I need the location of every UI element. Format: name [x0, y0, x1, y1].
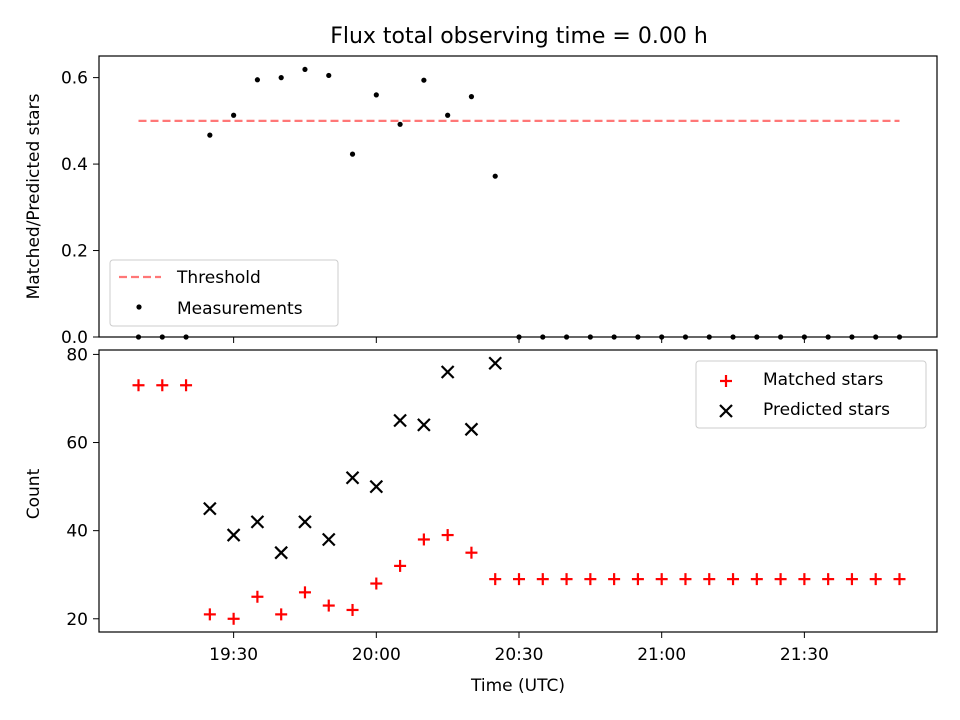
matched-stars-point: [750, 573, 763, 586]
matched-stars-point: [370, 577, 383, 590]
measurement-point: [373, 92, 379, 98]
measurement-point: [445, 112, 451, 118]
predicted-stars-point: [393, 413, 407, 428]
measurement-point: [278, 75, 284, 81]
measurement-point: [397, 121, 403, 127]
predicted-legend-marker: [719, 404, 733, 418]
count-y-axis: 20 40 60 80: [66, 345, 99, 630]
measurement-point: [349, 151, 356, 157]
matched-stars-point: [132, 379, 145, 392]
y-tick-label: 0.2: [61, 242, 88, 262]
measurement-point: [492, 173, 498, 179]
matched-stars-point: [893, 573, 906, 586]
predicted-legend-label: Predicted stars: [763, 400, 890, 420]
matched-stars-point: [774, 573, 787, 586]
predicted-stars-point: [298, 515, 312, 529]
matched-stars-point: [584, 573, 597, 586]
matched-stars-point: [798, 573, 811, 586]
matched-stars-point: [822, 573, 835, 586]
measurements-legend-marker: [136, 304, 142, 310]
measurements-legend-label: Measurements: [177, 299, 303, 319]
count-legend-box: [695, 360, 927, 429]
x-axis-label: Time (UTC): [470, 676, 565, 696]
count-legend: Matched stars Predicted stars: [695, 360, 927, 429]
x-tick-label: 20:00: [352, 645, 401, 665]
matched-stars-point: [703, 573, 716, 586]
x-tick-label: 19:30: [209, 645, 258, 665]
ratio-y-axis-label: Matched/Predicted stars: [24, 93, 44, 299]
matched-stars-point: [298, 586, 311, 599]
matched-stars-point: [441, 529, 454, 542]
measurement-point: [468, 94, 475, 100]
matched-stars-point: [394, 559, 407, 572]
predicted-stars-point: [274, 545, 288, 560]
matched-legend-marker: [720, 375, 732, 387]
count-y-axis-label: Count: [24, 468, 44, 519]
matched-stars-point: [489, 573, 502, 586]
chart-title: Flux total observing time = 0.00 h: [330, 24, 708, 49]
predicted-stars-point: [369, 479, 384, 494]
matched-stars-point: [346, 603, 359, 616]
count-x-axis: 19:30 20:00 20:30 21:00 21:30: [209, 632, 829, 665]
predicted-stars-point: [203, 501, 217, 516]
matched-stars-point: [869, 573, 882, 586]
matched-stars-point: [156, 379, 169, 392]
count-plot-area: [132, 356, 906, 625]
matched-stars-point: [322, 599, 335, 612]
matched-stars-point: [679, 573, 692, 586]
y-tick-label: 20: [66, 610, 88, 630]
ratio-panel: 0.0 0.2 0.4 0.6 Matched/Predicted stars Thr…: [24, 55, 938, 348]
y-tick-label: 80: [66, 345, 88, 365]
y-tick-label: 0.0: [61, 328, 88, 348]
x-tick-label: 21:30: [780, 645, 829, 665]
predicted-stars-point: [321, 532, 336, 547]
count-panel: 20 40 60 80 19:30 20:00 20:30 21:00 21:30 Count…: [24, 345, 938, 665]
matched-stars-point: [417, 533, 430, 546]
y-tick-label: 0.6: [61, 69, 88, 89]
measurement-point: [302, 66, 308, 73]
y-tick-label: 40: [66, 522, 88, 542]
matched-stars-point: [275, 608, 288, 621]
ratio-legend-box: [109, 259, 339, 327]
predicted-stars-point: [417, 418, 431, 432]
x-tick-label: 20:30: [495, 645, 544, 665]
threshold-legend-label: Threshold: [176, 268, 261, 288]
matched-stars-point: [727, 573, 740, 586]
predicted-stars-point: [440, 365, 455, 379]
measurement-point: [207, 132, 213, 138]
predicted-stars-point: [250, 515, 265, 529]
ratio-y-axis: 0.0 0.2 0.4 0.6: [61, 69, 99, 348]
matched-stars-point: [251, 590, 264, 603]
predicted-stars-point: [226, 528, 241, 542]
y-tick-label: 60: [66, 434, 88, 454]
measurement-point: [254, 77, 261, 83]
y-tick-label: 0.4: [61, 155, 88, 175]
measurement-point: [326, 72, 332, 79]
matched-stars-point: [536, 573, 549, 586]
measurement-point: [231, 112, 237, 118]
predicted-stars-point: [345, 471, 360, 485]
count-axes-frame: [98, 349, 938, 633]
x-tick-label: 21:00: [637, 645, 686, 665]
matched-stars-point: [203, 608, 216, 621]
matched-stars-point: [655, 573, 668, 586]
matched-stars-point: [513, 573, 525, 586]
matched-stars-point: [560, 573, 573, 586]
matched-stars-point: [227, 612, 240, 625]
ratio-axes-frame: [98, 55, 938, 338]
predicted-stars-point: [488, 356, 502, 370]
matched-stars-point: [465, 546, 478, 559]
ratio-legend: Threshold Measurements: [109, 259, 339, 327]
matched-legend-label: Matched stars: [763, 370, 883, 390]
ratio-x-axis-ticks: [233, 337, 805, 343]
matched-stars-point: [608, 573, 621, 586]
measurement-point: [421, 77, 427, 83]
matched-stars-point: [631, 573, 644, 586]
matched-stars-point: [180, 379, 193, 392]
predicted-stars-point: [464, 422, 479, 437]
matched-stars-point: [845, 573, 858, 586]
